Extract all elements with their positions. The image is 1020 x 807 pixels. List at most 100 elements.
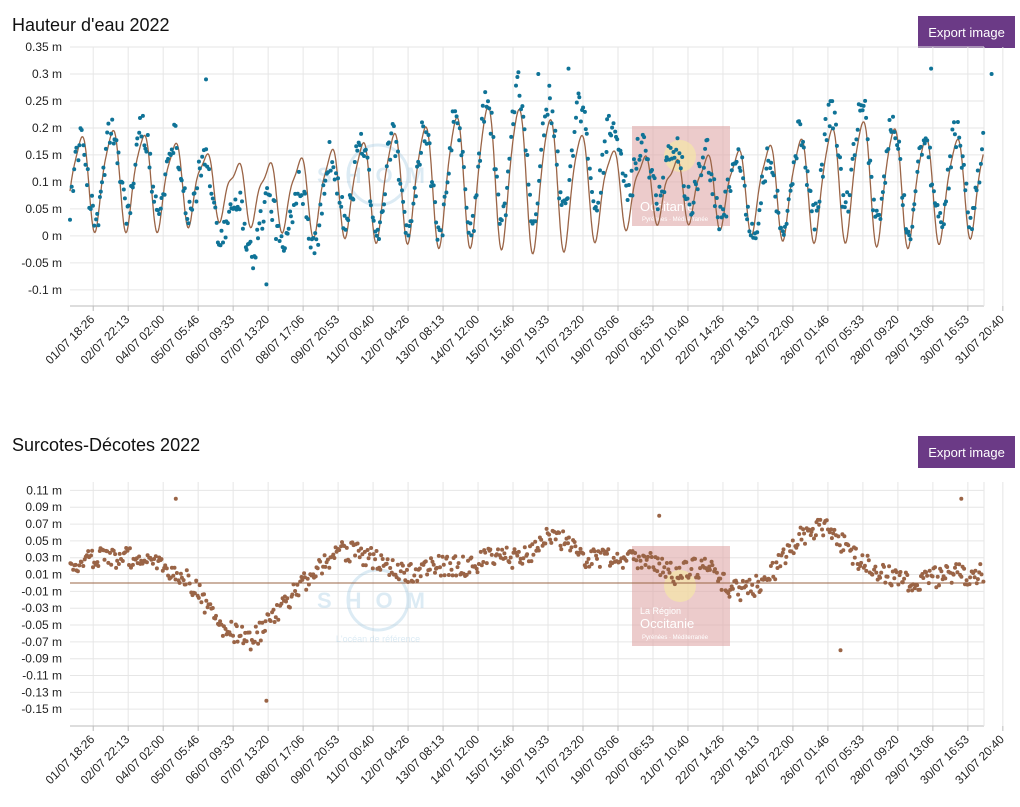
data-point bbox=[958, 143, 963, 148]
data-point bbox=[174, 571, 179, 575]
data-point bbox=[755, 584, 760, 589]
data-point bbox=[951, 572, 956, 577]
data-point bbox=[488, 547, 493, 552]
data-point bbox=[457, 138, 462, 143]
data-point bbox=[566, 535, 571, 540]
data-point bbox=[390, 558, 395, 563]
data-point bbox=[896, 146, 901, 151]
data-point bbox=[234, 624, 239, 629]
data-point bbox=[939, 569, 944, 574]
data-point bbox=[695, 187, 700, 192]
data-point bbox=[417, 162, 422, 167]
data-point bbox=[713, 567, 717, 572]
data-point bbox=[186, 573, 191, 578]
data-point bbox=[413, 194, 418, 199]
data-point bbox=[639, 140, 644, 145]
data-point bbox=[636, 554, 641, 559]
data-point bbox=[729, 168, 734, 173]
data-point bbox=[864, 115, 869, 120]
data-point bbox=[388, 566, 393, 570]
data-point bbox=[114, 138, 119, 143]
export-image-button[interactable]: Export image bbox=[918, 436, 1015, 468]
export-image-button[interactable]: Export image bbox=[918, 16, 1015, 48]
data-point bbox=[963, 188, 968, 193]
data-point bbox=[238, 633, 243, 638]
data-point bbox=[550, 109, 555, 114]
data-point bbox=[889, 583, 894, 588]
data-point bbox=[686, 184, 691, 189]
data-point bbox=[411, 201, 416, 206]
data-point bbox=[712, 177, 717, 182]
data-point bbox=[424, 130, 429, 135]
data-point bbox=[240, 226, 245, 231]
data-point bbox=[738, 598, 743, 603]
data-point bbox=[210, 196, 215, 201]
data-point bbox=[375, 227, 380, 232]
data-point bbox=[547, 96, 552, 101]
data-point bbox=[260, 620, 265, 625]
data-point bbox=[557, 196, 562, 201]
data-point bbox=[768, 166, 773, 171]
data-point bbox=[331, 552, 336, 557]
data-point bbox=[657, 184, 662, 189]
data-point bbox=[337, 548, 342, 552]
data-point bbox=[313, 574, 318, 579]
data-point bbox=[337, 200, 342, 205]
data-point bbox=[801, 139, 805, 144]
data-point bbox=[525, 552, 530, 557]
data-point bbox=[955, 570, 960, 575]
data-point bbox=[449, 567, 454, 572]
data-point bbox=[935, 203, 940, 207]
data-point bbox=[192, 591, 197, 596]
data-point bbox=[359, 131, 364, 136]
y-tick-label: -0.11 m bbox=[22, 669, 62, 683]
data-point bbox=[332, 177, 337, 182]
data-point bbox=[918, 144, 923, 149]
data-point bbox=[97, 195, 102, 199]
data-point bbox=[937, 583, 941, 588]
data-point bbox=[117, 551, 122, 556]
data-point bbox=[116, 150, 121, 155]
data-point bbox=[210, 606, 215, 610]
data-point bbox=[367, 167, 372, 172]
data-point bbox=[487, 106, 492, 111]
data-point bbox=[514, 83, 518, 88]
data-point bbox=[824, 138, 829, 143]
data-point bbox=[754, 573, 759, 578]
data-point bbox=[783, 561, 788, 566]
data-point bbox=[808, 533, 813, 538]
data-point bbox=[812, 536, 816, 541]
data-point bbox=[279, 234, 284, 239]
data-point bbox=[760, 174, 764, 179]
data-point bbox=[930, 182, 935, 187]
data-point bbox=[344, 545, 349, 550]
data-point bbox=[989, 72, 994, 76]
data-point bbox=[823, 117, 828, 121]
data-point bbox=[553, 128, 558, 133]
data-point bbox=[691, 200, 696, 205]
data-point bbox=[756, 579, 761, 584]
data-point bbox=[814, 208, 819, 213]
data-point bbox=[747, 577, 752, 582]
data-point bbox=[145, 133, 150, 137]
data-point bbox=[615, 551, 620, 556]
data-point bbox=[684, 560, 689, 565]
data-point bbox=[710, 192, 715, 197]
data-point bbox=[327, 565, 332, 570]
data-point bbox=[702, 556, 707, 561]
data-point bbox=[164, 566, 169, 571]
data-point bbox=[463, 187, 468, 192]
data-point bbox=[598, 550, 603, 555]
data-point bbox=[919, 152, 924, 157]
data-point bbox=[273, 615, 278, 620]
data-point bbox=[354, 144, 359, 149]
data-point bbox=[978, 161, 983, 166]
data-point bbox=[878, 217, 883, 221]
data-point bbox=[791, 160, 796, 165]
data-point bbox=[660, 556, 665, 561]
data-point bbox=[476, 164, 481, 169]
data-point bbox=[539, 537, 544, 542]
chart-title: Hauteur d'eau 2022 bbox=[12, 15, 170, 35]
data-point bbox=[571, 153, 576, 158]
data-point bbox=[519, 107, 523, 112]
